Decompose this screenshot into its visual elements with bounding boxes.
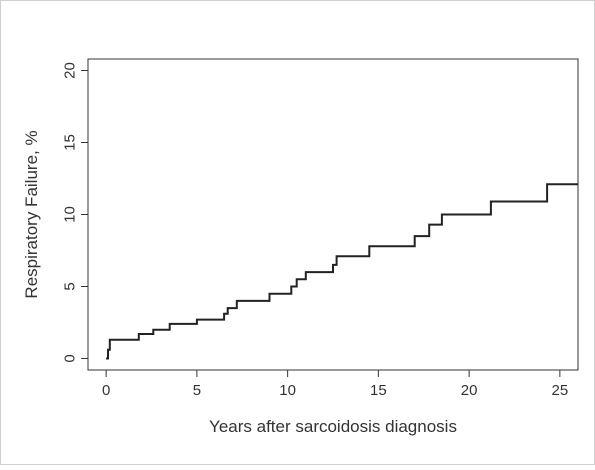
x-tick-label: 15 bbox=[370, 382, 387, 399]
x-tick-label: 0 bbox=[102, 382, 110, 399]
y-tick-label: 0 bbox=[62, 354, 79, 362]
x-axis-label: Years after sarcoidosis diagnosis bbox=[209, 417, 457, 436]
y-tick-label: 10 bbox=[62, 206, 79, 223]
x-tick-label: 10 bbox=[279, 382, 296, 399]
series-step-line bbox=[106, 183, 578, 360]
y-axis-label: Respiratory Failure, % bbox=[22, 130, 41, 298]
x-tick-label: 20 bbox=[461, 382, 478, 399]
y-tick-label: 20 bbox=[62, 62, 79, 79]
y-tick-label: 15 bbox=[62, 134, 79, 151]
series-layer bbox=[106, 183, 578, 360]
x-tick-label: 5 bbox=[193, 382, 201, 399]
x-axis: 0 5 10 15 20 25 bbox=[102, 369, 569, 399]
x-tick-label: 25 bbox=[552, 382, 569, 399]
y-axis: 0 5 10 15 20 bbox=[62, 62, 89, 363]
y-tick-label: 5 bbox=[62, 282, 79, 290]
